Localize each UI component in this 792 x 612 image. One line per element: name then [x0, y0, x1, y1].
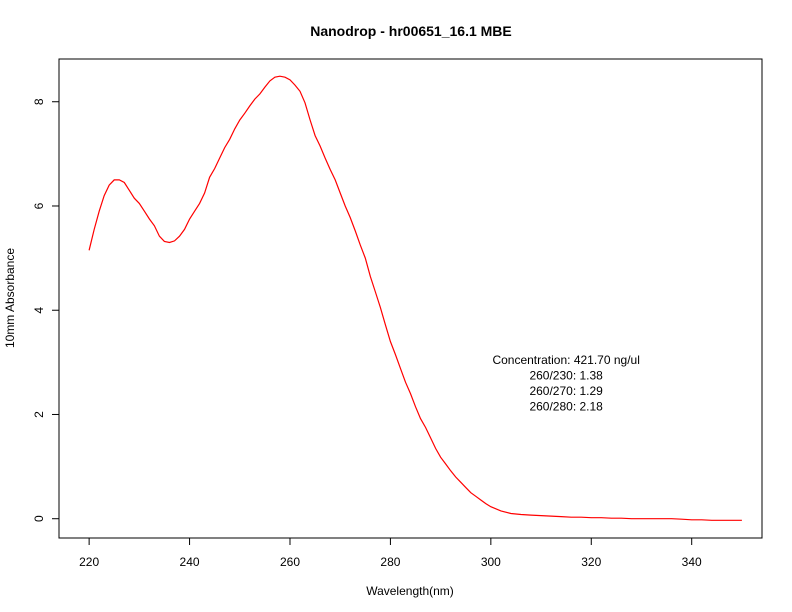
annotation-line: Concentration: 421.70 ng/ul: [492, 353, 639, 367]
absorbance-series-line: [88, 75, 742, 521]
plot-frame: [58, 58, 763, 539]
x-tick-label: 260: [280, 555, 300, 569]
y-tick-label: 6: [32, 202, 46, 209]
y-tick-label: 8: [32, 98, 46, 105]
annotation-line: 260/270: 1.29: [529, 384, 603, 398]
x-tick-label: 220: [79, 555, 99, 569]
y-tick-label: 2: [32, 411, 46, 418]
chart-title: Nanodrop - hr00651_16.1 MBE: [310, 23, 512, 39]
x-tick-label: 300: [481, 555, 501, 569]
x-tick-label: 320: [581, 555, 601, 569]
y-axis: 0 2 4 6 8: [32, 98, 60, 522]
x-tick-label: 240: [180, 555, 200, 569]
y-tick-label: 4: [32, 307, 46, 314]
y-tick-label: 0: [32, 515, 46, 522]
annotation-line: 260/280: 2.18: [529, 399, 603, 413]
annotation-line: 260/230: 1.38: [529, 368, 603, 382]
x-axis: 220 240 260 280 300 320 340: [79, 537, 702, 569]
y-axis-label: 10mm Absorbance: [3, 248, 17, 348]
x-axis-label: Wavelength(nm): [366, 584, 454, 598]
x-tick-label: 340: [682, 555, 702, 569]
x-tick-label: 280: [380, 555, 400, 569]
